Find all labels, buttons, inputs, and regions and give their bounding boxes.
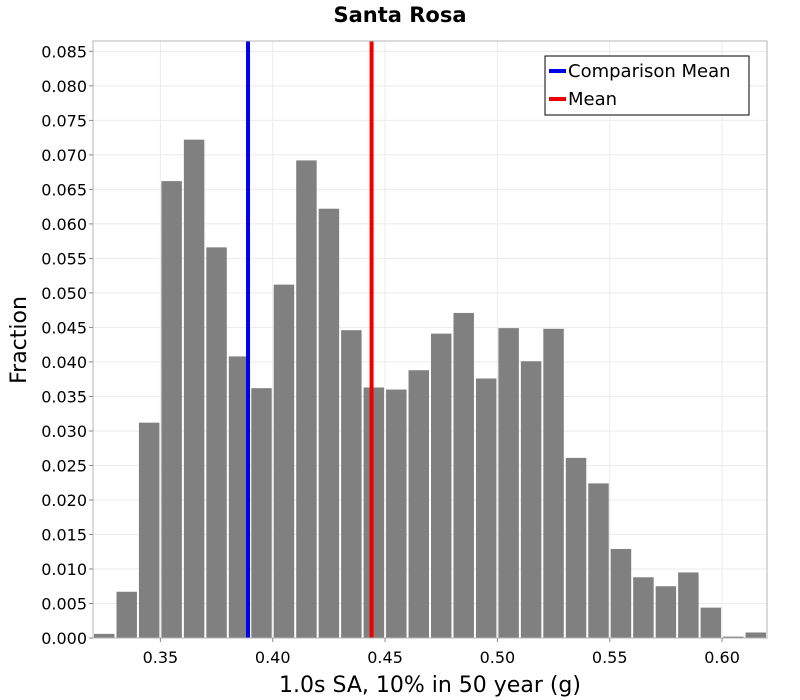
y-axis-title: Fraction: [7, 296, 32, 384]
y-tick-label: 0.055: [41, 249, 87, 268]
histogram-bar: [543, 328, 564, 638]
histogram-bar: [116, 591, 137, 638]
histogram-bar: [588, 483, 609, 638]
y-tick-label: 0.060: [41, 215, 87, 234]
histogram-bar: [206, 247, 227, 638]
histogram-bar: [363, 387, 385, 638]
y-axis-ticks: 0.000 0.005 0.010 0.015 0.020 0.025 0.030 0.035…: [41, 42, 93, 648]
histogram-bar: [296, 160, 317, 638]
y-tick-label: 0.065: [41, 180, 87, 199]
y-tick-label: 0.050: [41, 284, 87, 303]
x-tick-label: 0.45: [367, 648, 403, 667]
histogram-bar: [341, 330, 362, 638]
histogram-bar: [475, 378, 497, 638]
y-tick-label: 0.030: [41, 422, 87, 441]
histogram-bar: [520, 361, 542, 638]
mean-lines-layer: [246, 41, 374, 638]
x-axis-title: 1.0s SA, 10% in 50 year (g): [279, 673, 581, 698]
y-tick-label: 0.015: [41, 525, 87, 544]
histogram-bar: [94, 633, 115, 638]
histogram-bar: [498, 328, 519, 638]
y-tick-label: 0.070: [41, 146, 87, 165]
y-tick-label: 0.020: [41, 491, 87, 510]
histogram-bar: [228, 356, 250, 638]
y-tick-label: 0.025: [41, 456, 87, 475]
histogram-bar: [655, 586, 677, 638]
y-tick-label: 0.010: [41, 560, 87, 579]
histogram-bar: [318, 208, 340, 638]
y-tick-label: 0.080: [41, 77, 87, 96]
grid-layer: [93, 41, 767, 639]
histogram-bar: [565, 457, 587, 638]
histogram-bar: [431, 333, 452, 638]
y-tick-label: 0.040: [41, 353, 87, 372]
histogram-bar: [723, 636, 744, 638]
histogram-bar: [408, 370, 429, 638]
histogram-bar: [453, 312, 474, 638]
legend-label: Mean: [568, 89, 617, 110]
histogram-bar: [610, 548, 632, 638]
y-tick-label: 0.085: [41, 42, 87, 61]
histogram-bar: [745, 632, 766, 638]
histogram-bar: [678, 572, 699, 638]
plot-frame: [92, 40, 768, 639]
x-tick-label: 0.50: [480, 648, 516, 667]
chart-title: Santa Rosa: [333, 3, 466, 27]
legend-label: Comparison Mean: [568, 61, 731, 82]
x-tick-label: 0.35: [143, 648, 179, 667]
histogram-bar: [700, 607, 722, 638]
x-tick-label: 0.60: [704, 648, 740, 667]
y-tick-label: 0.075: [41, 111, 87, 130]
x-tick-label: 0.55: [592, 648, 628, 667]
y-tick-label: 0.035: [41, 387, 87, 406]
legend-box: [544, 55, 750, 116]
y-tick-label: 0.000: [41, 629, 87, 648]
histogram-bar: [633, 577, 654, 638]
histogram-bar: [183, 139, 205, 638]
y-tick-label: 0.045: [41, 318, 87, 337]
legend: Comparison Mean Mean: [544, 55, 750, 116]
bars-layer: [94, 139, 766, 638]
x-tick-label: 0.40: [255, 648, 291, 667]
histogram-bar: [161, 181, 182, 638]
histogram-bar: [386, 389, 407, 638]
y-tick-label: 0.005: [41, 594, 87, 613]
x-axis-ticks: 0.35 0.40 0.45 0.50 0.55 0.60: [143, 638, 740, 667]
histogram-bar: [273, 284, 295, 638]
histogram-bar: [251, 388, 272, 638]
histogram-bar: [138, 422, 160, 638]
